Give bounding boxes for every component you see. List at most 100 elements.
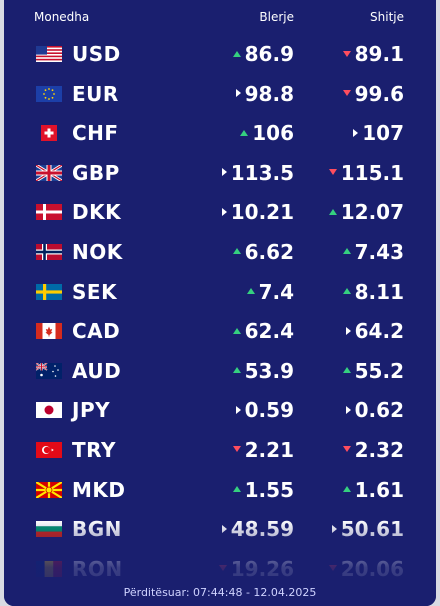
header-sell: Shitje	[370, 10, 404, 24]
sell-rate: 50.61	[331, 517, 404, 542]
sell-value: 115.1	[340, 160, 404, 185]
sell-rate: 1.61	[342, 477, 404, 502]
trend-up-icon	[232, 367, 241, 374]
sell-rate: 99.6	[342, 81, 404, 106]
us-flag-icon	[36, 46, 62, 62]
sell-rate: 12.07	[328, 200, 404, 225]
buy-rate: 113.5	[221, 160, 294, 185]
trend-up-icon	[342, 288, 351, 295]
trend-down-icon	[328, 169, 337, 176]
sell-rate: 55.2	[342, 359, 404, 383]
sell-value: 1.61	[354, 477, 404, 502]
header-currency: Monedha	[34, 10, 90, 24]
rate-row-mkd: MKD 1.55 1.61	[4, 470, 436, 510]
trend-up-icon	[246, 288, 255, 295]
trend-neutral-icon	[235, 89, 241, 98]
currency-code: TRY	[72, 437, 116, 462]
sell-value: 2.32	[354, 437, 404, 462]
buy-value: 6.62	[244, 239, 294, 264]
buy-value: 98.8	[244, 81, 294, 106]
rates-list: USD 86.9 89.1 EUR 98.8 99.6 CHF 106 107 GBP 113.5 1…	[4, 34, 436, 588]
trend-neutral-icon	[221, 168, 227, 177]
sell-value: 107	[362, 121, 404, 146]
rate-row-bgn: BGN 48.59 50.61	[4, 509, 436, 549]
exchange-rates-widget: Monedha Blerje Shitje USD 86.9 89.1 EUR 98.8…	[4, 0, 436, 606]
trend-up-icon	[232, 248, 241, 255]
buy-value: 19.26	[230, 556, 294, 581]
trend-up-icon	[232, 327, 241, 334]
trend-up-icon	[232, 486, 241, 493]
buy-rate: 10.21	[221, 200, 294, 224]
buy-value: 0.59	[244, 398, 294, 423]
currency-code: USD	[72, 42, 121, 66]
sell-value: 8.11	[354, 279, 404, 304]
buy-rate: 48.59	[221, 517, 294, 542]
currency-code: AUD	[72, 358, 122, 383]
currency-code: MKD	[72, 477, 126, 502]
buy-rate: 86.9	[232, 42, 294, 66]
sell-rate: 0.62	[345, 398, 404, 423]
jp-flag-icon	[36, 402, 62, 419]
sell-rate: 7.43	[342, 239, 404, 264]
buy-rate: 6.62	[232, 239, 294, 264]
buy-value: 48.59	[230, 517, 294, 542]
sell-rate: 107	[353, 121, 404, 145]
rate-row-nok: NOK 6.62 7.43	[4, 232, 436, 272]
rate-row-dkk: DKK 10.21 12.07	[4, 192, 436, 232]
rate-row-eur: EUR 98.8 99.6	[4, 74, 436, 114]
buy-rate: 1.55	[232, 478, 294, 502]
trend-neutral-icon	[345, 405, 351, 414]
trend-down-icon	[218, 565, 227, 572]
sell-value: 89.1	[354, 42, 404, 66]
buy-rate: 62.4	[232, 319, 294, 343]
trend-neutral-icon	[221, 524, 227, 533]
buy-value: 2.21	[244, 437, 294, 462]
eu-flag-icon	[36, 85, 62, 102]
trend-down-icon	[328, 565, 337, 572]
rate-row-try: TRY 2.21 2.32	[4, 430, 436, 470]
last-updated: Përditësuar: 07:44:48 - 12.04.2025	[123, 586, 317, 599]
currency-code: NOK	[72, 239, 123, 264]
buy-rate: 53.9	[232, 359, 294, 383]
sell-value: 7.43	[354, 239, 404, 264]
sell-value: 20.06	[340, 556, 404, 581]
trend-neutral-icon	[345, 326, 351, 335]
se-flag-icon	[36, 283, 62, 300]
sell-rate: 115.1	[328, 160, 404, 185]
currency-code: JPY	[72, 398, 111, 423]
trend-up-icon	[342, 248, 351, 255]
currency-code: CHF	[72, 121, 119, 146]
currency-code: RON	[72, 556, 123, 581]
trend-neutral-icon	[221, 207, 227, 216]
trend-up-icon	[328, 208, 337, 215]
trend-down-icon	[342, 90, 351, 97]
currency-code: EUR	[72, 81, 119, 106]
rate-row-usd: USD 86.9 89.1	[4, 34, 436, 74]
ch-flag-icon	[36, 125, 62, 142]
trend-up-icon	[240, 129, 249, 136]
dk-flag-icon	[36, 204, 62, 221]
buy-rate: 98.8	[235, 81, 294, 106]
tr-flag-icon	[36, 441, 62, 458]
sell-value: 50.61	[340, 517, 404, 542]
buy-rate: 2.21	[232, 437, 294, 462]
buy-rate: 19.26	[218, 556, 294, 581]
sell-value: 0.62	[354, 398, 404, 423]
ca-flag-icon	[36, 323, 62, 340]
mk-flag-icon	[36, 481, 62, 498]
trend-up-icon	[232, 50, 241, 57]
buy-value: 113.5	[230, 160, 294, 185]
trend-neutral-icon	[331, 524, 337, 533]
currency-code: DKK	[72, 200, 122, 225]
buy-rate: 7.4	[246, 280, 294, 304]
rate-row-chf: CHF 106 107	[4, 113, 436, 153]
rate-row-gbp: GBP 113.5 115.1	[4, 153, 436, 193]
bg-flag-icon	[36, 521, 62, 538]
sell-value: 99.6	[354, 81, 404, 106]
sell-value: 12.07	[340, 200, 404, 225]
sell-value: 64.2	[354, 319, 404, 344]
header-buy: Blerje	[259, 10, 294, 24]
trend-up-icon	[342, 367, 351, 374]
trend-down-icon	[342, 446, 351, 453]
trend-neutral-icon	[235, 405, 241, 414]
